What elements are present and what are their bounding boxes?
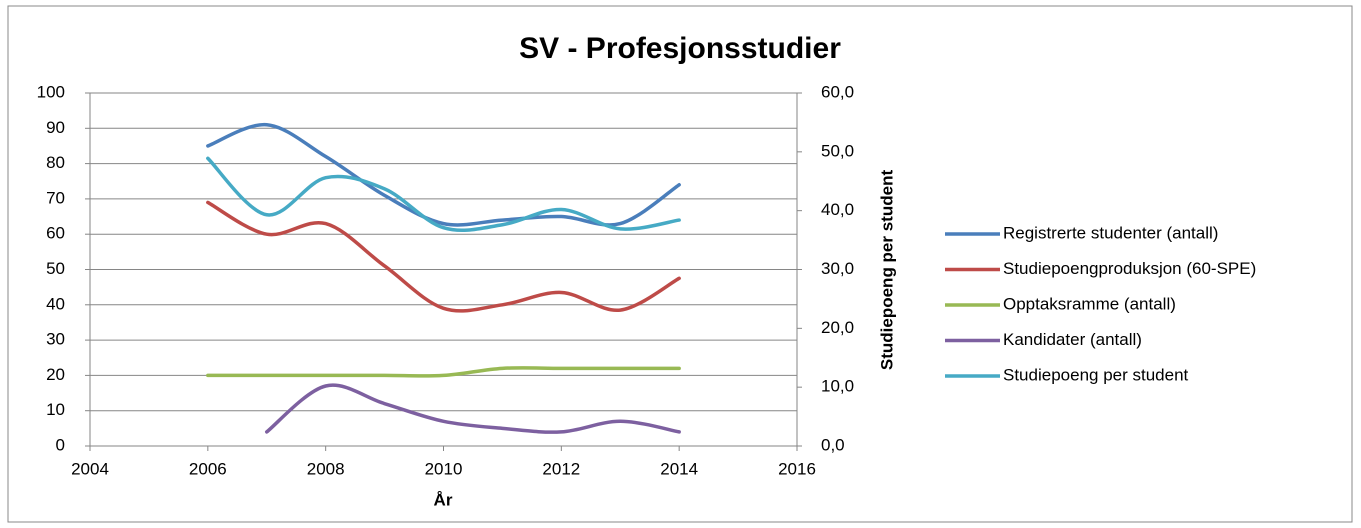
y-tick-label: 50 bbox=[46, 259, 65, 278]
x-tick-label: 2010 bbox=[425, 459, 463, 478]
y2-tick-label: 40,0 bbox=[821, 200, 854, 219]
series-line bbox=[206, 366, 681, 378]
y-tick-label: 0 bbox=[56, 435, 65, 454]
x-tick-label: 2006 bbox=[189, 459, 227, 478]
y-tick-label: 80 bbox=[46, 153, 65, 172]
y2-tick-label: 30,0 bbox=[821, 259, 854, 278]
y-tick-label: 60 bbox=[46, 224, 65, 243]
legend-label: Studiepoengproduksjon (60-SPE) bbox=[1003, 259, 1256, 278]
y2-axis-label: Studiepoeng per student bbox=[877, 170, 896, 371]
y-tick-label: 10 bbox=[46, 400, 65, 419]
y-tick-label: 70 bbox=[46, 188, 65, 207]
y2-tick-label: 50,0 bbox=[821, 141, 854, 160]
legend-label: Opptaksramme (antall) bbox=[1003, 294, 1176, 313]
y-tick-label: 30 bbox=[46, 330, 65, 349]
x-axis-label: År bbox=[434, 490, 453, 509]
x-tick-label: 2012 bbox=[542, 459, 580, 478]
chart-title: SV - Profesjonsstudier bbox=[519, 32, 841, 65]
y-tick-label: 90 bbox=[46, 118, 65, 137]
y2-tick-label: 20,0 bbox=[821, 318, 854, 337]
series-line bbox=[206, 156, 681, 232]
y2-tick-label: 60,0 bbox=[821, 82, 854, 101]
y-tick-label: 100 bbox=[37, 82, 65, 101]
legend-label: Studiepoeng per student bbox=[1003, 365, 1189, 384]
x-tick-label: 2004 bbox=[71, 459, 109, 478]
legend-label: Registrerte studenter (antall) bbox=[1003, 223, 1218, 242]
chart-frame bbox=[7, 5, 1353, 523]
series-line bbox=[206, 200, 681, 313]
series-line bbox=[265, 383, 681, 434]
y2-tick-label: 10,0 bbox=[821, 377, 854, 396]
y2-tick-label: 0,0 bbox=[821, 435, 845, 454]
y-tick-label: 20 bbox=[46, 365, 65, 384]
legend-label: Kandidater (antall) bbox=[1003, 330, 1142, 349]
x-tick-label: 2014 bbox=[660, 459, 698, 478]
y-tick-label: 40 bbox=[46, 294, 65, 313]
x-tick-label: 2016 bbox=[778, 459, 816, 478]
x-tick-label: 2008 bbox=[307, 459, 345, 478]
